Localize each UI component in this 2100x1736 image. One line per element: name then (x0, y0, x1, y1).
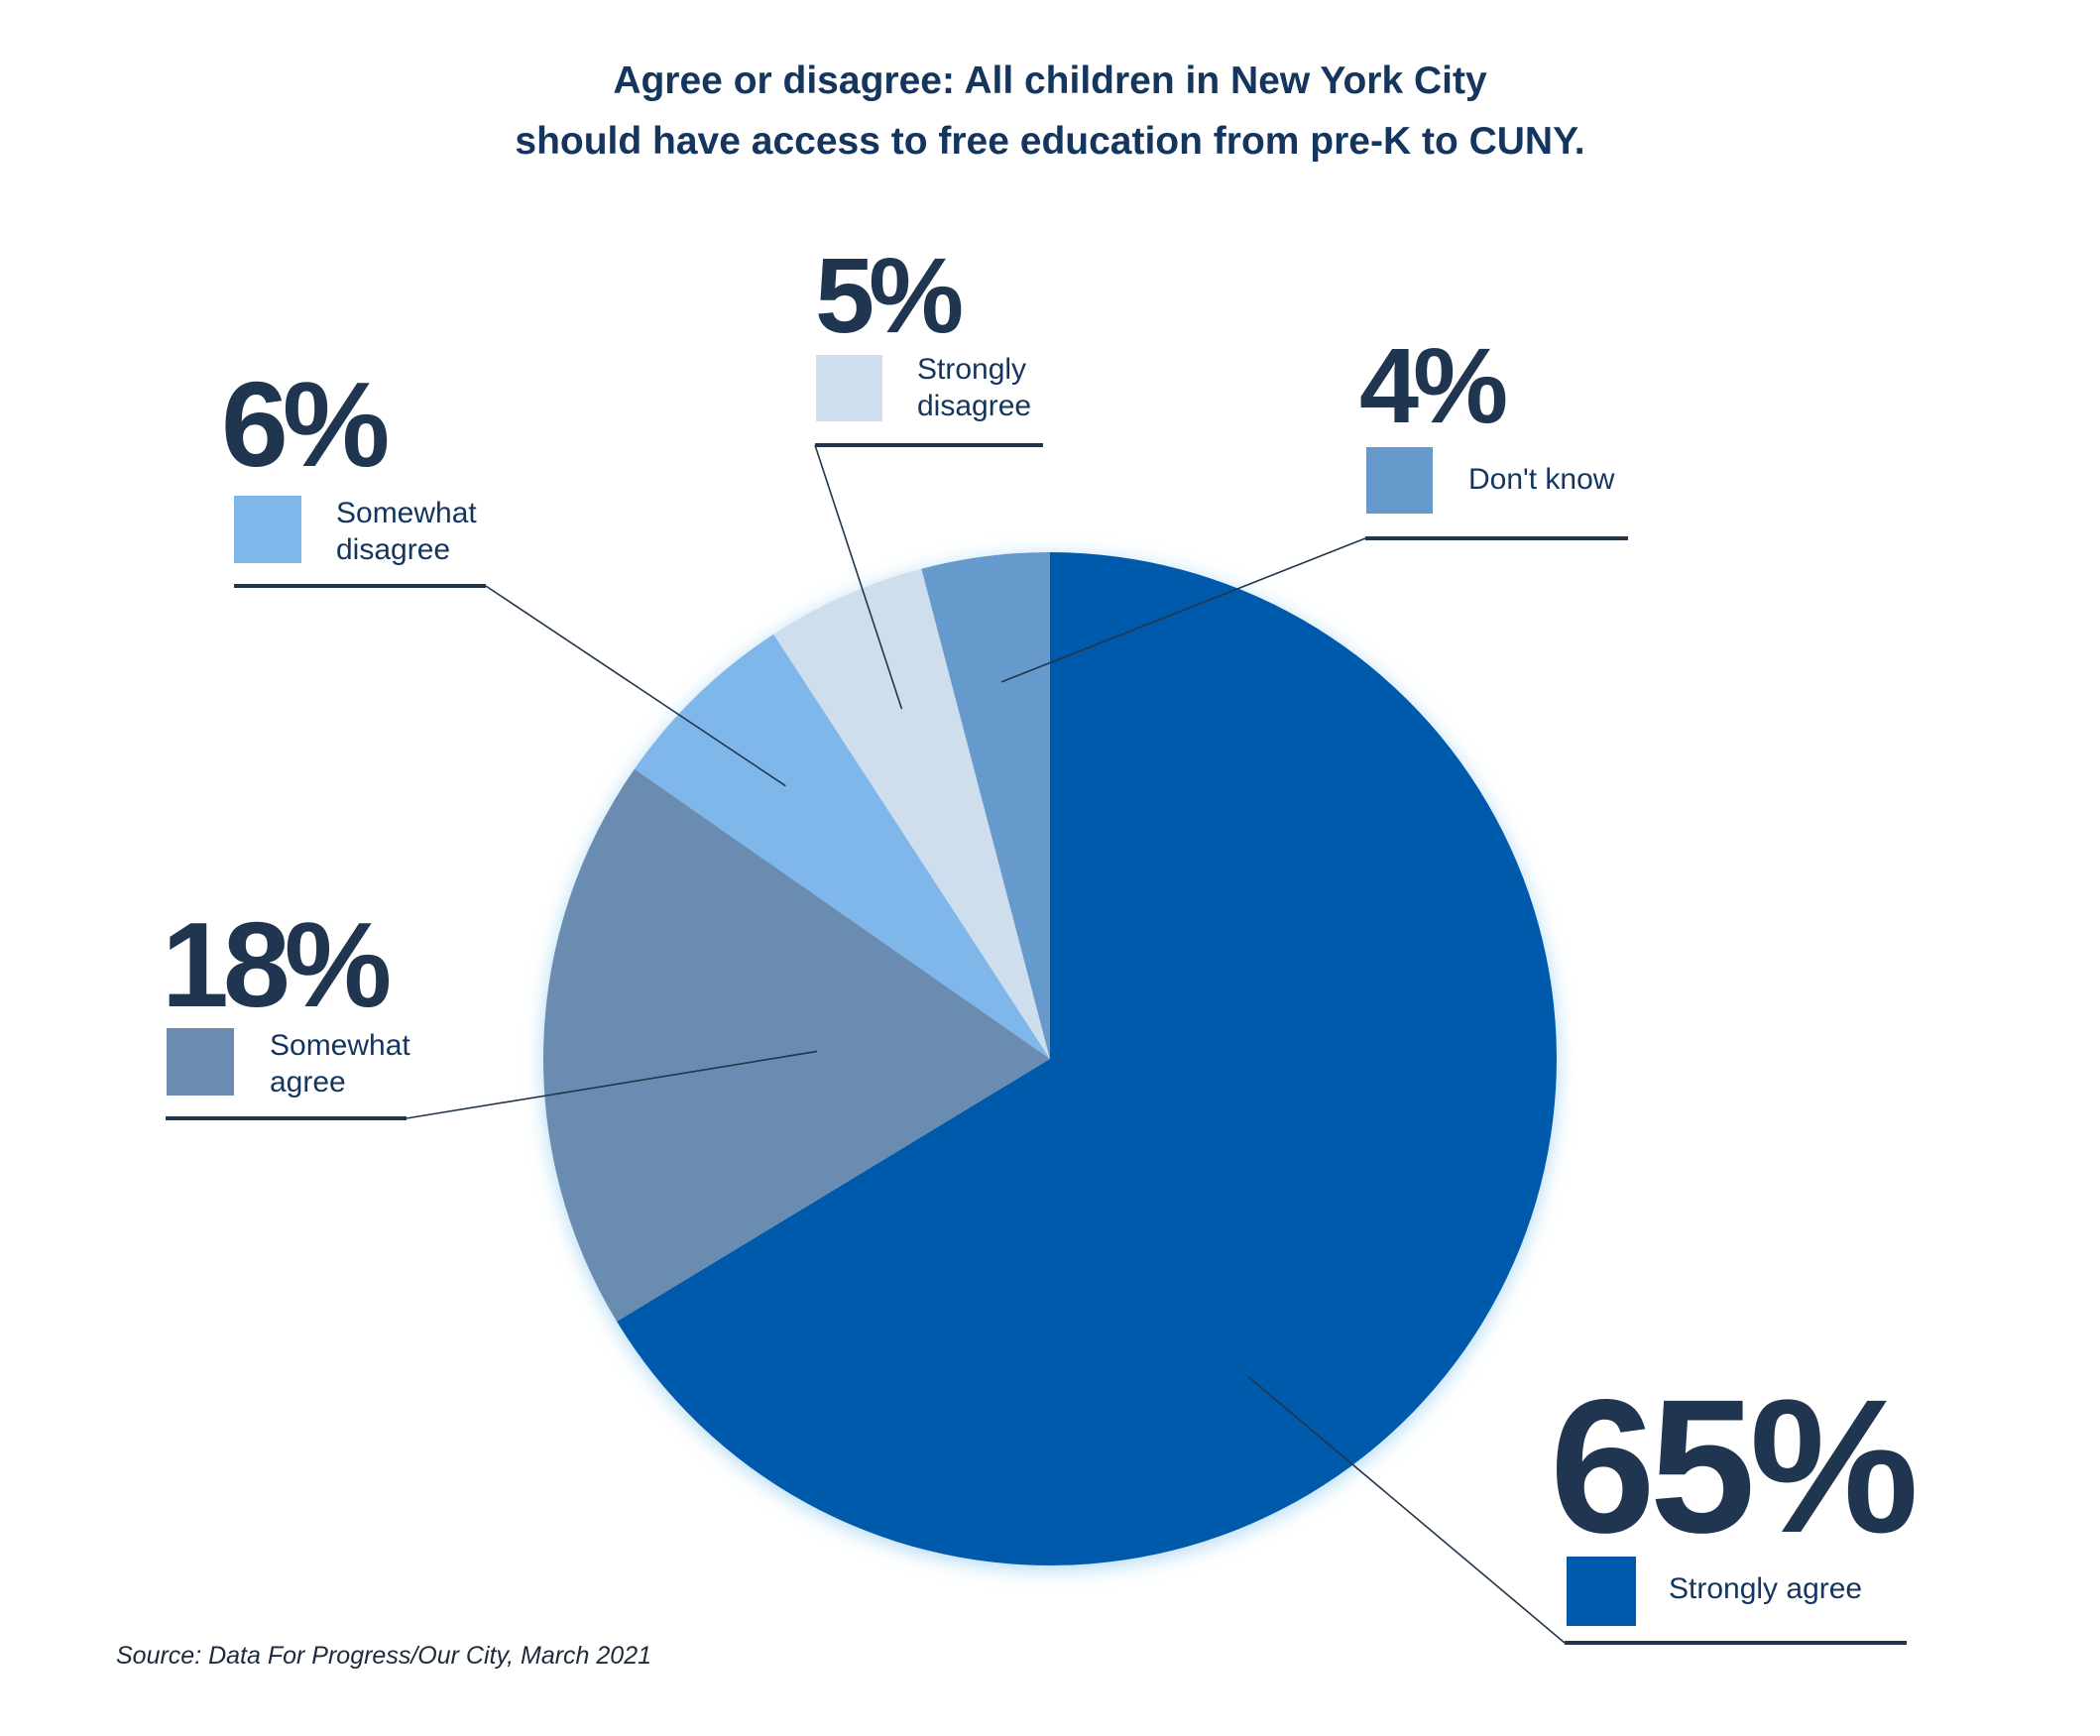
slice-labels: 65%Strongly agree18%Somewhatagree6%Somew… (162, 235, 1921, 1645)
source-note: Source: Data For Progress/Our City, Marc… (116, 1642, 651, 1670)
legend-swatch-strongly-agree (1567, 1557, 1636, 1626)
legend-swatch-somewhat-agree (167, 1028, 234, 1096)
percent-label-strongly-disagree: 5% (815, 235, 962, 355)
legend-label-don-t-know-line-1: Don't know (1468, 463, 1615, 496)
leader-line-strongly-disagree (814, 444, 903, 710)
legend-label-somewhat-disagree-line-1: Somewhat (336, 497, 477, 529)
pie-slice-strongly-disagree (773, 568, 1050, 1059)
pie-slice-somewhat-disagree (634, 634, 1050, 1059)
leader-line-strongly-agree (1247, 1376, 1566, 1644)
leader-line-somewhat-disagree (485, 585, 786, 787)
legend-label-somewhat-agree-line-1: Somewhat (270, 1029, 410, 1062)
percent-label-strongly-agree: 65% (1550, 1359, 1915, 1572)
percent-label-somewhat-disagree: 6% (221, 357, 388, 492)
leader-line-don-t-know (1000, 537, 1366, 683)
legend-swatch-strongly-disagree (816, 355, 882, 421)
legend-label-strongly-disagree-line-1: Strongly (917, 353, 1026, 386)
leader-line-somewhat-agree (406, 1050, 818, 1119)
percent-label-somewhat-agree: 18% (162, 897, 390, 1032)
legend-label-strongly-agree-line-1: Strongly agree (1669, 1572, 1862, 1605)
legend-swatch-somewhat-disagree (234, 496, 301, 563)
pie-slice-strongly-agree (617, 552, 1557, 1565)
legend-label-strongly-disagree-line-2: disagree (917, 390, 1031, 422)
pie-slice-don-t-know (921, 552, 1050, 1059)
leader-lines (406, 444, 1566, 1644)
chart-title-line-1: Agree or disagree: All children in New Y… (613, 59, 1487, 102)
percent-label-don-t-know: 4% (1359, 325, 1506, 445)
legend-swatch-don-t-know (1366, 447, 1433, 514)
chart-title-line-2: should have access to free education fro… (515, 120, 1584, 163)
pie (542, 552, 1557, 1565)
legend-label-somewhat-agree-line-2: agree (270, 1066, 346, 1099)
pie-slice-somewhat-agree (542, 768, 1050, 1322)
legend-label-somewhat-disagree-line-2: disagree (336, 533, 450, 566)
